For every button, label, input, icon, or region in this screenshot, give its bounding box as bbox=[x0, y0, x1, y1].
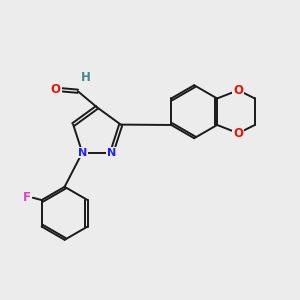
Text: N: N bbox=[107, 148, 116, 158]
Text: N: N bbox=[78, 148, 87, 158]
Text: O: O bbox=[233, 127, 243, 140]
Text: F: F bbox=[23, 191, 31, 204]
Text: H: H bbox=[81, 71, 91, 84]
Text: O: O bbox=[51, 83, 61, 96]
Text: O: O bbox=[233, 84, 243, 97]
